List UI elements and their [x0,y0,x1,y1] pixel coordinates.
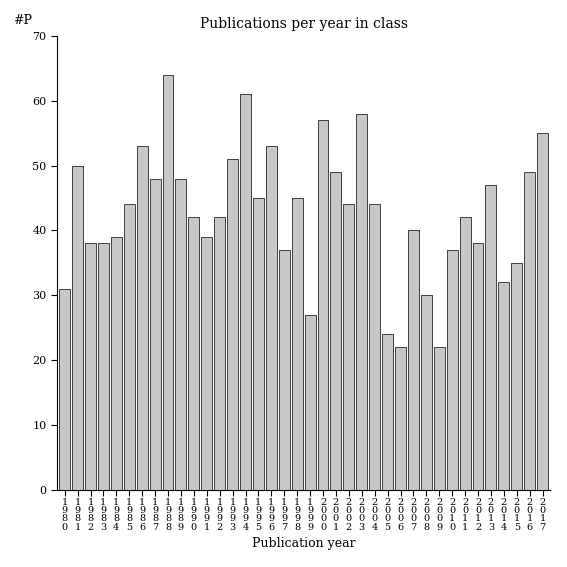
Bar [485,185,496,489]
Bar [382,334,393,489]
Bar [447,250,458,489]
Bar [150,179,160,489]
Bar [537,133,548,489]
Bar [137,146,147,489]
Bar [266,146,277,489]
Bar [188,217,200,489]
Bar [524,172,535,489]
Bar [59,289,70,489]
Bar [111,237,122,489]
Bar [291,198,303,489]
Bar [201,237,212,489]
Bar [498,282,509,489]
Bar [253,198,264,489]
Bar [395,347,406,489]
Y-axis label: #P: #P [13,14,32,27]
Bar [408,230,419,489]
Bar [356,114,367,489]
Bar [472,243,484,489]
Bar [460,217,471,489]
Bar [175,179,187,489]
Bar [344,205,354,489]
Bar [98,243,109,489]
Bar [331,172,341,489]
Bar [318,120,328,489]
X-axis label: Publication year: Publication year [252,538,356,551]
Bar [85,243,96,489]
Bar [304,315,316,489]
Bar [421,295,432,489]
Bar [227,159,238,489]
Bar [124,205,135,489]
Bar [240,94,251,489]
Bar [163,75,174,489]
Bar [511,263,522,489]
Bar [369,205,380,489]
Bar [279,250,290,489]
Title: Publications per year in class: Publications per year in class [200,16,408,31]
Bar [72,166,83,489]
Bar [434,347,445,489]
Bar [214,217,225,489]
